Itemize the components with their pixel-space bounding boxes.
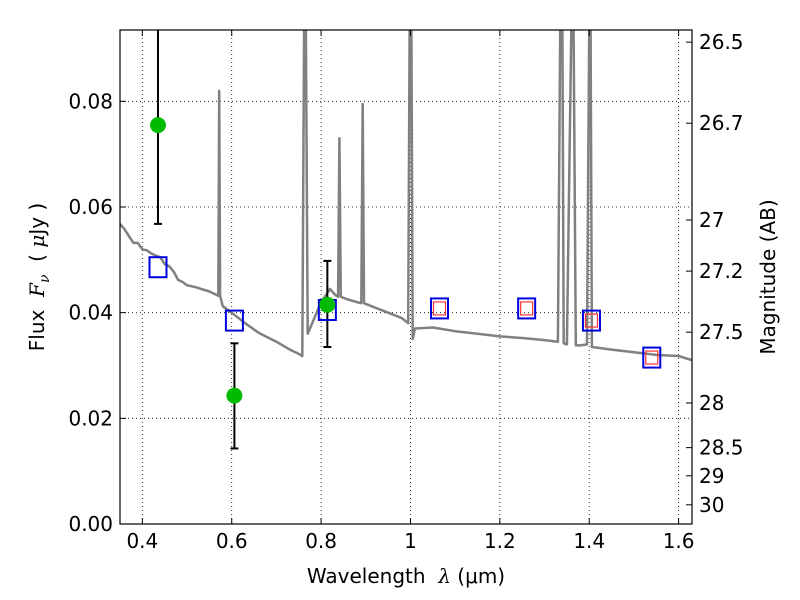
right-tick-labels: 26.5 26.7 27 27.2 27.5 28 28.5 29 30 [699, 30, 744, 517]
model-spectrum-series [120, 30, 692, 362]
right-tick-label: 28.5 [699, 436, 744, 460]
x-tick-labels: 0.4 0.6 0.8 1 1.2 1.4 1.6 [126, 529, 694, 553]
model-photometry-square [430, 297, 450, 320]
tick-marks [120, 30, 692, 525]
y-axis-title-unit: Jy ) [25, 203, 49, 237]
observed-point [226, 387, 243, 404]
x-axis-title: Wavelength λ (μm) [307, 564, 505, 588]
right-tick-label: 26.5 [699, 30, 744, 54]
observed-points-series [149, 117, 336, 404]
y-tick-labels: 0.00 0.02 0.04 0.06 0.08 [68, 89, 113, 536]
x-tick-label: 0.6 [216, 529, 248, 553]
right-axis-title: Magnitude (AB) [756, 199, 780, 354]
right-tick-label: 27.5 [699, 320, 744, 344]
y-axis-title-symbol: F [25, 282, 49, 298]
model-photometry-inner-square [584, 313, 599, 328]
observed-point [149, 117, 166, 134]
model-photometry-square [581, 309, 601, 332]
model-photometry-inner-square [432, 301, 447, 316]
y-tick-label: 0.04 [68, 301, 113, 325]
y-tick-label: 0.02 [68, 406, 113, 430]
right-tick-label: 29 [699, 464, 724, 488]
y-axis-title: Flux Fν ( μJy ) [25, 203, 53, 351]
plot-frame [119, 29, 693, 525]
y-axis-title-subscript: ν [37, 274, 53, 283]
model-photometry-square [642, 346, 662, 369]
right-tick-label: 27.2 [699, 259, 744, 283]
observed-point [319, 296, 336, 313]
x-axis-title-prefix: Wavelength [307, 564, 438, 588]
right-tick-label: 28 [699, 391, 724, 415]
right-tick-label: 27 [699, 208, 724, 232]
y-tick-label: 0.00 [68, 512, 113, 536]
x-tick-label: 1.4 [573, 529, 605, 553]
right-tick-label: 26.7 [699, 111, 744, 135]
x-tick-label: 1.6 [663, 529, 695, 553]
model-photometry-square [148, 256, 168, 279]
x-tick-label: 1.2 [484, 529, 516, 553]
right-tick-label: 30 [699, 493, 724, 517]
y-axis-title-unit-open: ( [25, 248, 49, 275]
x-tick-label: 0.8 [305, 529, 337, 553]
grid-lines [120, 30, 692, 525]
y-tick-label: 0.06 [68, 195, 113, 219]
y-axis-title-mu: μ [25, 235, 49, 248]
model-spectrum-line [120, 30, 692, 362]
model-photometry-inner-square [645, 350, 659, 365]
model-photometry-square [517, 297, 537, 320]
y-axis-title-prefix: Flux [25, 297, 49, 351]
x-axis-title-unit: (μm) [451, 564, 505, 588]
x-tick-label: 1 [404, 529, 417, 553]
model-photometry-inner-square [520, 301, 534, 316]
x-tick-label: 0.4 [126, 529, 158, 553]
y-tick-label: 0.08 [68, 89, 113, 113]
model-photometry-square [224, 309, 244, 332]
model-photometry-series [148, 256, 662, 369]
x-axis-title-symbol: λ [437, 564, 451, 588]
